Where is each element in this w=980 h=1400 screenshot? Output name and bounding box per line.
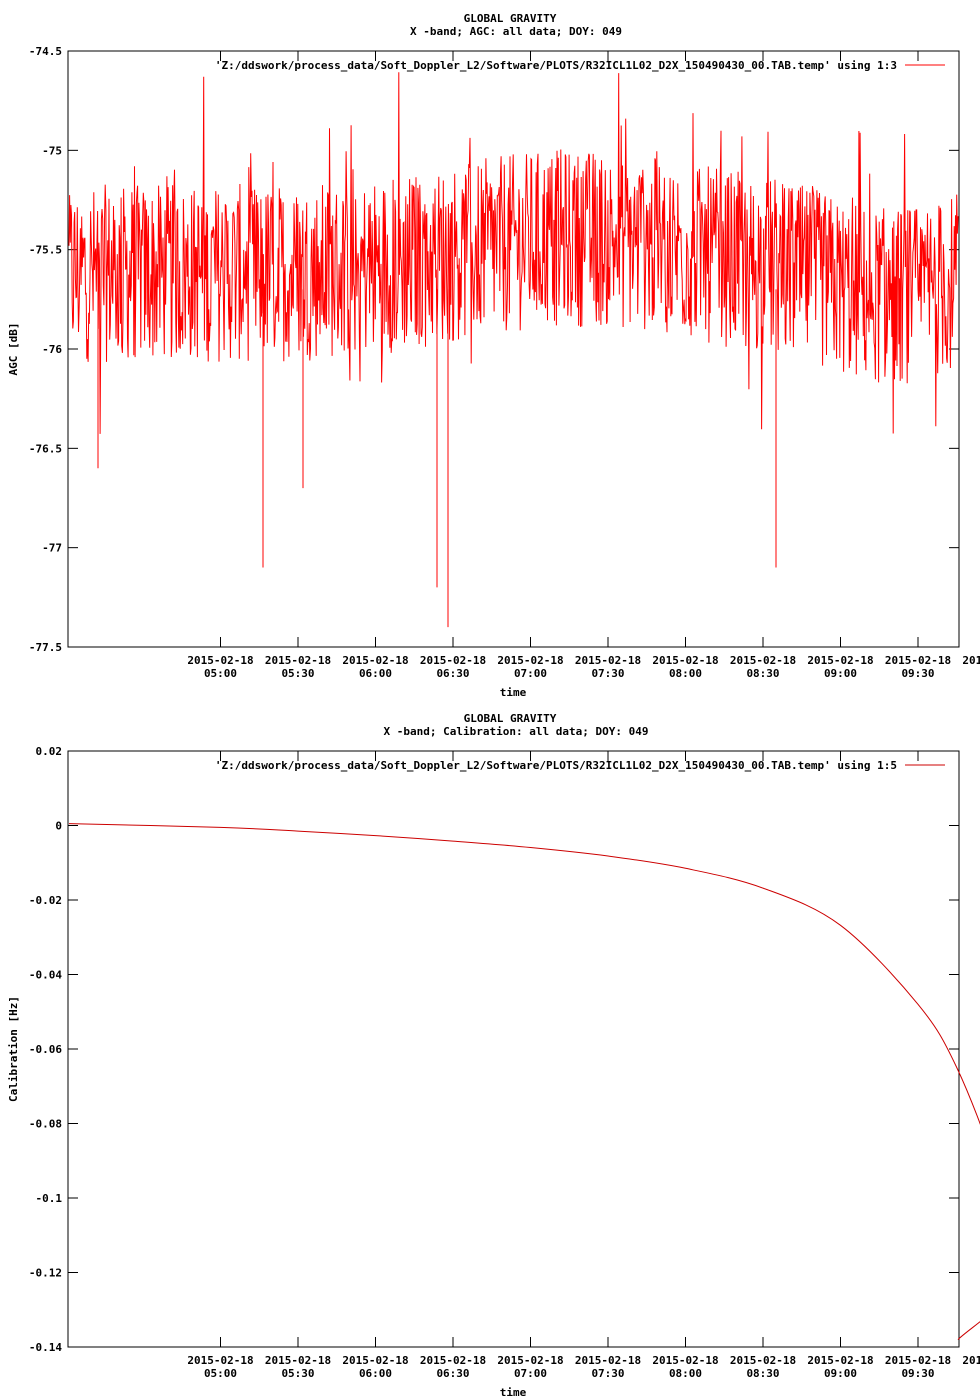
x-tick-time-label: 09:00 (824, 667, 857, 680)
x-tick-date-label: 2015-02-18 (962, 1354, 980, 1367)
calibration-legend-label: 'Z:/ddswork/process_data/Soft_Doppler_L2… (215, 759, 897, 772)
calibration-x-label: time (500, 1386, 527, 1399)
y-tick-label: 0 (55, 820, 62, 833)
calibration-chart: GLOBAL GRAVITY X -band; Calibration: all… (7, 712, 980, 1399)
x-tick-time-label: 09:00 (824, 1367, 857, 1380)
calibration-x-ticks: 2015-02-1805:002015-02-1805:302015-02-18… (187, 751, 980, 1380)
x-tick-time-label: 08:30 (746, 1367, 779, 1380)
x-tick-time-label: 06:00 (359, 667, 392, 680)
y-tick-label: -0.12 (29, 1267, 62, 1280)
x-tick-time-label: 06:30 (436, 1367, 469, 1380)
x-tick-date-label: 2015-02-18 (885, 654, 951, 667)
x-tick-time-label: 10:00 (979, 667, 980, 680)
x-tick-date-label: 2015-02-18 (807, 654, 873, 667)
x-tick-date-label: 2015-02-18 (652, 1354, 718, 1367)
y-tick-label: -75 (42, 144, 62, 157)
x-tick-time-label: 10:00 (979, 1367, 980, 1380)
agc-x-label: time (500, 686, 527, 699)
x-tick-time-label: 08:00 (669, 1367, 702, 1380)
y-tick-label: -0.1 (36, 1192, 63, 1205)
agc-y-label: AGC [dB] (7, 323, 20, 376)
x-tick-date-label: 2015-02-18 (730, 654, 796, 667)
y-tick-label: -74.5 (29, 45, 62, 58)
x-tick-time-label: 06:30 (436, 667, 469, 680)
x-tick-date-label: 2015-02-18 (730, 1354, 796, 1367)
x-tick-time-label: 08:00 (669, 667, 702, 680)
y-tick-label: -0.06 (29, 1043, 62, 1056)
y-tick-label: -76.5 (29, 442, 62, 455)
agc-chart-subtitle: X -band; AGC: all data; DOY: 049 (410, 25, 622, 38)
agc-chart-title: GLOBAL GRAVITY (464, 12, 557, 25)
x-tick-time-label: 05:30 (281, 667, 314, 680)
x-tick-time-label: 09:30 (901, 667, 934, 680)
y-tick-label: -0.04 (29, 969, 62, 982)
calibration-plot-frame (67, 750, 960, 1348)
calibration-series-line (68, 823, 980, 1340)
x-tick-date-label: 2015-02-18 (420, 1354, 486, 1367)
x-tick-date-label: 2015-02-18 (497, 654, 563, 667)
y-tick-label: 0.02 (36, 745, 63, 758)
x-tick-date-label: 2015-02-18 (885, 1354, 951, 1367)
x-tick-time-label: 05:00 (204, 667, 237, 680)
x-tick-time-label: 07:00 (514, 667, 547, 680)
calibration-chart-subtitle: X -band; Calibration: all data; DOY: 049 (384, 725, 649, 738)
y-tick-label: -77.5 (29, 641, 62, 654)
agc-x-ticks: 2015-02-1805:002015-02-1805:302015-02-18… (187, 51, 980, 680)
agc-y-ticks: -74.5 -75 -75.5 -76 -76.5 -77 -77.5 (29, 45, 959, 654)
x-tick-date-label: 2015-02-18 (575, 654, 641, 667)
calibration-y-label: Calibration [Hz] (7, 996, 20, 1102)
x-tick-date-label: 2015-02-18 (342, 654, 408, 667)
x-tick-date-label: 2015-02-18 (187, 654, 253, 667)
x-tick-date-label: 2015-02-18 (265, 1354, 331, 1367)
x-tick-time-label: 08:30 (746, 667, 779, 680)
agc-chart: GLOBAL GRAVITY X -band; AGC: all data; D… (7, 12, 980, 699)
x-tick-time-label: 06:00 (359, 1367, 392, 1380)
x-tick-date-label: 2015-02-18 (807, 1354, 873, 1367)
calibration-y-ticks: 0.02 0 -0.02 -0.04 -0.06 -0.08 -0.1 -0.12 -0.14 (29, 745, 959, 1354)
x-tick-time-label: 09:30 (901, 1367, 934, 1380)
x-tick-date-label: 2015-02-18 (265, 654, 331, 667)
x-tick-time-label: 07:30 (591, 1367, 624, 1380)
calibration-chart-title: GLOBAL GRAVITY (464, 712, 557, 725)
y-tick-label: -75.5 (29, 244, 62, 257)
y-tick-label: -0.14 (29, 1341, 62, 1354)
y-tick-label: -0.02 (29, 894, 62, 907)
x-tick-date-label: 2015-02-18 (962, 654, 980, 667)
x-tick-time-label: 05:30 (281, 1367, 314, 1380)
x-tick-time-label: 07:30 (591, 667, 624, 680)
y-tick-label: -76 (42, 343, 62, 356)
agc-plot-frame (67, 50, 960, 648)
agc-series-line (68, 72, 959, 628)
x-tick-date-label: 2015-02-18 (652, 654, 718, 667)
x-tick-date-label: 2015-02-18 (342, 1354, 408, 1367)
agc-legend-label: 'Z:/ddswork/process_data/Soft_Doppler_L2… (215, 59, 897, 72)
y-tick-label: -77 (42, 542, 62, 555)
x-tick-time-label: 07:00 (514, 1367, 547, 1380)
x-tick-date-label: 2015-02-18 (497, 1354, 563, 1367)
x-tick-time-label: 05:00 (204, 1367, 237, 1380)
y-tick-label: -0.08 (29, 1118, 62, 1131)
x-tick-date-label: 2015-02-18 (187, 1354, 253, 1367)
x-tick-date-label: 2015-02-18 (575, 1354, 641, 1367)
x-tick-date-label: 2015-02-18 (420, 654, 486, 667)
